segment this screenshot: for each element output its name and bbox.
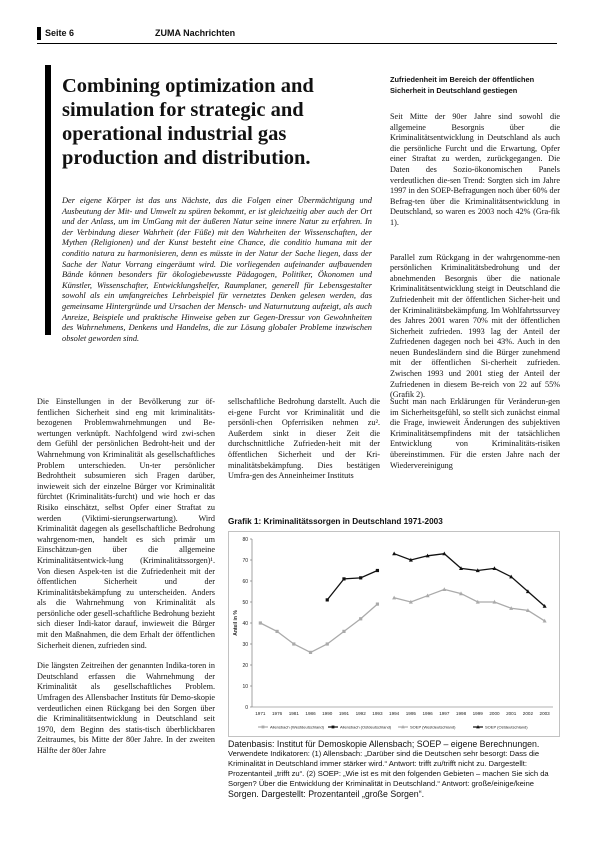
x-tick-label: 1992 <box>356 711 367 716</box>
x-tick-label: 1981 <box>289 711 300 716</box>
series-line-3 <box>393 588 545 622</box>
y-tick-label: 0 <box>245 705 248 711</box>
series-1-point <box>275 629 279 633</box>
series-4-point <box>392 551 397 556</box>
x-tick-label: 1998 <box>456 711 467 716</box>
series-1-point <box>359 617 363 621</box>
page-number: Seite 6 <box>45 28 75 38</box>
legend-label-1: Allensbach (Westdeutschland) <box>270 725 325 730</box>
series-3-point <box>408 599 413 604</box>
series-4-point <box>425 553 430 558</box>
series-4-point <box>408 557 413 562</box>
series-3-point <box>475 599 480 604</box>
sidebar-column: Seit Mitte der 90er Jahre sind sowohl di… <box>390 112 560 411</box>
x-tick-label: 1971 <box>255 711 266 716</box>
y-tick-label: 10 <box>242 684 248 690</box>
title-bar-decoration <box>45 65 51 335</box>
series-4-point <box>492 566 497 570</box>
chart-caption: Datenbasis: Institut für Demoskopie Alle… <box>228 739 560 799</box>
publication-name: ZUMA Nachrichten <box>155 28 236 38</box>
x-tick-label: 2002 <box>523 711 534 716</box>
x-tick-label: 2001 <box>506 711 517 716</box>
body-column-3: Sucht man nach Erklärungen für Veränderu… <box>390 397 560 481</box>
line-chart: 0 10 20 30 40 50 60 70 80 Anteil in % 1971 1976 1981… <box>228 531 560 737</box>
legend-marker-2 <box>331 725 335 729</box>
chart-title: Grafik 1: Kriminalitätssorgen in Deutsch… <box>228 517 443 526</box>
series-line-4 <box>393 553 546 607</box>
series-line-2 <box>326 569 378 601</box>
body-col2-paragraph-1: sellschaftliche Bedrohung darstellt. Auc… <box>228 397 380 481</box>
body-column-1: Die Einstellungen in der Bevölkerung zur… <box>37 397 215 767</box>
x-tick-label: 1994 <box>389 711 400 716</box>
header-rule <box>37 43 557 44</box>
series-4-point <box>442 551 447 556</box>
header-marker <box>37 27 41 40</box>
legend-marker-3 <box>401 725 405 729</box>
legend-label-2: Allensbach (Ostdeutschland) <box>340 725 392 730</box>
x-tick-label: 1991 <box>339 711 350 716</box>
series-4-point <box>475 568 480 573</box>
body-col1-paragraph-2: Die längsten Zeitreihen der genannten In… <box>37 661 215 755</box>
x-tick-label: 2003 <box>540 711 551 716</box>
series-3-point <box>492 599 497 604</box>
body-column-2: sellschaftliche Bedrohung darstellt. Auc… <box>228 397 380 492</box>
y-tick-label: 40 <box>242 621 248 627</box>
legend-marker-4 <box>476 725 480 729</box>
legend-marker-1 <box>261 725 265 729</box>
body-col1-paragraph-1: Die Einstellungen in der Bevölkerung zur… <box>37 397 215 650</box>
y-tick-label: 80 <box>242 537 248 543</box>
y-tick-label: 50 <box>242 600 248 606</box>
series-3-point <box>509 606 514 610</box>
y-tick-label: 70 <box>242 558 248 564</box>
x-tick-label: 1995 <box>406 711 417 716</box>
x-tick-label: 1997 <box>439 711 450 716</box>
series-1-point <box>292 642 296 646</box>
caption-indicators: Verwendete Indikatoren: (1) Allensbach: … <box>228 749 549 788</box>
y-tick-label: 20 <box>242 663 248 669</box>
x-tick-label: 2000 <box>489 711 500 716</box>
legend-label-4: SOEP (Ostdeutschland) <box>485 725 528 730</box>
x-tick-label: 1976 <box>272 711 283 716</box>
series-2-point <box>325 598 329 602</box>
series-2-point <box>359 576 363 580</box>
series-3-point <box>525 608 530 612</box>
article-abstract: Der eigene Körper ist das uns Nächste, d… <box>62 196 372 343</box>
x-tick-label: 1993 <box>372 711 383 716</box>
x-tick-label: 1999 <box>473 711 484 716</box>
series-3-point <box>459 591 464 596</box>
caption-data-source: Datenbasis: Institut für Demoskopie Alle… <box>228 739 540 749</box>
series-3-point <box>542 618 547 623</box>
page-header: Seite 6 ZUMA Nachrichten <box>37 27 557 45</box>
series-4-point <box>525 589 530 594</box>
series-1-point <box>342 629 346 633</box>
series-2-point <box>375 568 380 573</box>
series-4-point <box>542 604 547 608</box>
x-tick-label: 1990 <box>322 711 333 716</box>
series-2-point <box>342 577 346 581</box>
body-col3-paragraph-1: Sucht man nach Erklärungen für Veränderu… <box>390 397 560 470</box>
y-tick-label: 30 <box>242 642 248 648</box>
series-line-1 <box>260 603 378 654</box>
y-axis-label: Anteil in % <box>233 610 239 636</box>
series-3-point <box>392 595 397 600</box>
y-tick-label: 60 <box>242 579 248 585</box>
series-3-point <box>425 593 430 598</box>
x-tick-label: 1996 <box>422 711 433 716</box>
legend-label-3: SOEP (Westdeutschland) <box>410 725 456 730</box>
series-1-point <box>325 642 329 646</box>
sidebar-paragraph-1: Seit Mitte der 90er Jahre sind sowohl di… <box>390 112 560 227</box>
x-tick-label: 1986 <box>305 711 316 716</box>
series-1-point <box>258 621 262 625</box>
series-4-point <box>459 566 464 570</box>
series-1-point <box>375 602 380 606</box>
caption-shown-value: Sorgen. Dargestellt: Prozentanteil „groß… <box>228 789 425 799</box>
sidebar-heading: Zufriedenheit im Bereich der öffentliche… <box>390 75 535 95</box>
article-title: Combining optimization and simulation fo… <box>62 75 314 169</box>
series-1-point <box>308 650 313 654</box>
chart-frame <box>228 531 560 737</box>
sidebar-paragraph-2: Parallel zum Rückgang in der wahrgenomme… <box>390 252 560 400</box>
series-4-point <box>509 574 514 579</box>
series-3-point <box>442 587 447 591</box>
